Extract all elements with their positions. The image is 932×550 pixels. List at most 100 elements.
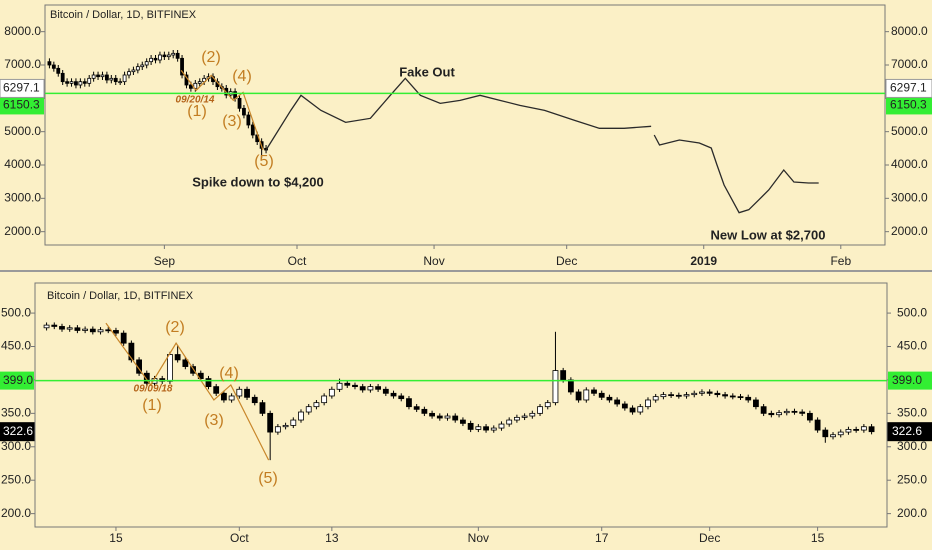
candle-body (753, 399, 759, 408)
candle-body (244, 388, 250, 398)
candle-body (822, 429, 829, 438)
candle-body (359, 386, 366, 391)
candle-body (390, 392, 397, 397)
last-price-box (0, 422, 35, 442)
annotation: (4) (232, 68, 252, 85)
y-tick-label: 250.0 (1, 472, 31, 486)
candle-body (228, 395, 235, 401)
candle-body (143, 372, 150, 384)
annotation: 09/20/14 (176, 95, 215, 106)
x-tick-label: 2019 (690, 254, 717, 268)
candle-body (267, 412, 274, 433)
candle-body (537, 406, 543, 414)
x-tick-label: 15 (811, 531, 825, 545)
candle-body (321, 395, 328, 404)
candle-body (521, 415, 528, 418)
candle-body (629, 407, 636, 413)
y-tick-label: 2000.0 (4, 224, 41, 238)
candle-body (122, 74, 127, 83)
candle-body (43, 324, 50, 329)
candle-body (645, 399, 651, 408)
candle-body (59, 326, 65, 330)
candle-body (336, 382, 343, 390)
candle-body (483, 426, 489, 431)
x-tick-label: Feb (830, 254, 851, 268)
candle-body (514, 416, 520, 421)
y-tick-label: 500.0 (897, 305, 927, 319)
candle-body (506, 419, 513, 425)
candle-body (51, 64, 56, 69)
elliott-wave (180, 69, 264, 151)
elliott-wave (105, 322, 270, 461)
candle-body (140, 64, 145, 68)
candle-body (791, 410, 798, 413)
candle-body (197, 81, 202, 84)
candle-body (467, 422, 474, 430)
candle-body (158, 54, 162, 61)
candle-body (205, 378, 212, 388)
candle-body (560, 370, 567, 381)
candle-body (221, 392, 227, 401)
candle-body (274, 426, 281, 433)
candle-body (452, 415, 459, 421)
candle-body (131, 69, 136, 73)
annotation: (3) (204, 412, 224, 429)
last-price-label: 322.6 (3, 424, 33, 438)
candle-body (149, 57, 154, 63)
candle-body (567, 379, 574, 393)
annotation: New Low at $2,700 (711, 227, 826, 242)
y-tick-label: 7000.0 (4, 57, 41, 71)
candle-body (382, 388, 389, 394)
candle-body (188, 84, 193, 89)
candle-body (675, 394, 682, 397)
candle-body (87, 77, 92, 84)
candle-body (552, 370, 559, 404)
candle-body (621, 403, 628, 409)
y-tick-label: 450.0 (897, 339, 927, 353)
x-tick-label: 13 (325, 531, 339, 545)
annotation: (4) (219, 365, 239, 382)
x-tick-label: Dec (699, 531, 720, 545)
y-tick-label: 2000.0 (891, 224, 928, 238)
x-tick-label: Nov (468, 531, 489, 545)
candle-body (544, 402, 551, 408)
candle-body (729, 395, 736, 398)
candle-body (367, 386, 374, 391)
candle-body (237, 97, 242, 109)
candle-body (591, 389, 597, 394)
candle-body (683, 394, 690, 397)
annotation: (3) (222, 113, 242, 130)
y-tick-label: 200.0 (897, 506, 927, 520)
candle-body (814, 419, 821, 431)
candle-body (583, 389, 590, 401)
candle-body (722, 394, 728, 397)
annotation: 09/09/18 (134, 384, 173, 395)
candle-body (668, 394, 675, 397)
x-tick-label: Nov (423, 254, 444, 268)
annotation: (2) (165, 319, 185, 336)
candle-body (259, 402, 266, 414)
candle-body (171, 52, 176, 56)
candle-body (845, 428, 852, 433)
candle-body (737, 396, 744, 399)
candle-body (153, 57, 158, 61)
candle-body (69, 81, 74, 84)
y-tick-label: 4000.0 (891, 157, 928, 171)
candle-body (714, 392, 721, 396)
candle-body (56, 67, 61, 74)
candle-body (100, 74, 105, 78)
candle-body (109, 77, 114, 81)
last-price-box (0, 78, 45, 98)
candle-body (637, 406, 644, 413)
candle-body (706, 391, 713, 394)
candle-body (78, 81, 83, 86)
candle-body (144, 61, 149, 66)
candle-body (830, 434, 836, 438)
candle-body (82, 81, 87, 84)
candle-body (175, 52, 180, 59)
candle-body (806, 412, 813, 421)
candle-body (313, 402, 320, 408)
price-label-box (0, 371, 34, 390)
candle-body (375, 386, 382, 390)
